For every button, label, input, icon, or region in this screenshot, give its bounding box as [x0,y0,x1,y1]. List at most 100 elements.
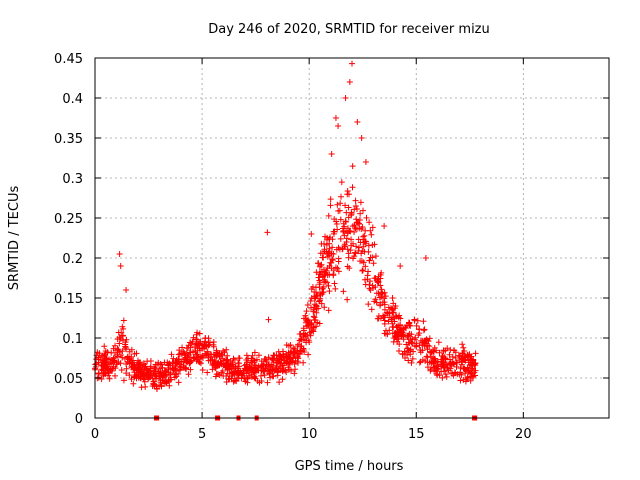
data-point [359,267,366,274]
data-point [298,336,305,343]
data-point [408,359,415,366]
data-point [302,319,309,326]
data-point [238,371,245,378]
data-point [434,372,441,379]
data-point [335,268,342,275]
data-point [313,309,320,316]
data-point [443,373,450,380]
data-point [381,320,388,327]
data-point [261,372,268,379]
data-point [106,356,113,363]
data-point [119,332,126,339]
data-point [173,367,180,374]
data-point [360,243,367,250]
data-point [452,354,459,361]
data-point [201,341,208,348]
data-point [311,295,318,302]
data-point [116,251,123,257]
data-point [355,236,362,243]
data-point [294,354,301,361]
data-point [340,288,347,295]
data-point [461,366,468,373]
data-point [400,325,407,332]
x-tick-label: 15 [408,427,425,442]
data-point [334,226,341,233]
data-point [288,348,295,355]
data-point [459,355,466,362]
data-point [439,374,446,381]
data-point [124,353,131,360]
data-point [375,290,382,297]
data-point [372,275,379,282]
data-point [359,267,366,274]
data-point [330,272,337,279]
data-point [369,254,376,261]
data-point [457,377,464,384]
data-point [358,135,365,141]
data-point [448,362,455,369]
data-point [283,350,290,357]
data-point [467,355,474,362]
data-point [357,210,364,217]
data-point [462,378,469,385]
data-point [310,308,317,315]
data-point [196,330,203,337]
data-point [197,338,204,345]
x-axis-label: GPS time / hours [295,459,404,474]
data-point [447,346,454,353]
data-point [353,243,360,250]
data-point [317,292,324,299]
data-point [353,216,360,223]
data-point [337,235,344,242]
data-point [349,163,356,170]
data-point [330,228,337,235]
data-point [420,327,427,334]
data-point [116,340,123,347]
data-point [249,352,256,359]
data-point [409,355,416,362]
data-point [302,331,309,338]
data-point [365,242,372,249]
data-point [341,242,348,249]
data-point [177,361,184,368]
y-tick-label: 0.05 [54,372,83,387]
data-point [393,323,400,330]
plot-frame [94,57,610,419]
data-point [286,360,293,367]
data-point [315,260,322,267]
data-point [416,342,423,349]
data-point [348,210,355,217]
y-tick-label: 0.45 [54,52,83,67]
data-point [212,365,219,372]
data-point [368,306,375,313]
data-point [457,365,464,372]
data-point [417,349,424,356]
data-point [213,352,220,359]
x-tick-label: 0 [91,427,99,442]
data-point [119,323,126,330]
data-point [367,227,374,234]
data-point [181,356,188,363]
data-point [304,301,311,308]
data-point [307,332,314,339]
data-point [110,359,117,366]
data-point [185,371,192,378]
data-point [256,379,263,386]
data-point [471,361,478,368]
data-point [117,263,124,269]
data-point [194,345,201,352]
data-point [318,261,325,268]
data-point [225,376,232,383]
data-point [99,352,106,359]
data-point [381,306,388,313]
data-point [357,199,364,206]
data-point [264,229,271,236]
data-point [380,312,387,319]
data-point [137,366,144,373]
data-point [324,264,331,271]
data-point [115,329,122,336]
data-point [378,269,385,276]
data-point [329,257,336,264]
data-point [407,322,414,329]
data-point [332,115,339,121]
